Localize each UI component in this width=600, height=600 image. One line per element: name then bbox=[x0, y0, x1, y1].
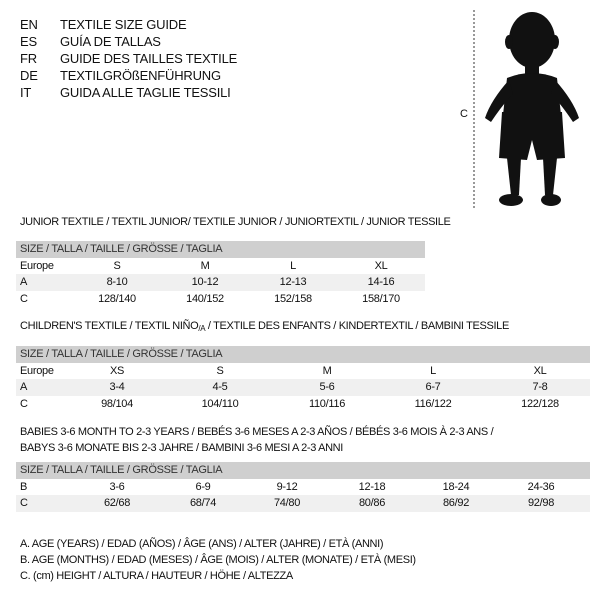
size-header: SIZE / TALLA / TAILLE / GRÖSSE / TAGLIA bbox=[20, 243, 223, 255]
row-label: C bbox=[20, 497, 28, 509]
table-cell: 12-18 bbox=[358, 480, 386, 493]
table-row: B 3-6 6-9 9-12 12-18 18-24 24-36 bbox=[16, 479, 590, 496]
table-cell: 68/74 bbox=[189, 497, 217, 509]
table-cell: XS bbox=[109, 364, 125, 377]
table-cell: 110/116 bbox=[308, 397, 346, 410]
junior-size-table: SIZE / TALLA / TAILLE / GRÖSSE / TAGLIA E… bbox=[16, 241, 425, 307]
table-cell: 5-6 bbox=[319, 381, 335, 393]
language-title: GUÍA DE TALLAS bbox=[60, 34, 161, 49]
language-code: DE bbox=[20, 68, 38, 83]
table-cell: 98/104 bbox=[101, 397, 133, 410]
table-cell: 8-10 bbox=[106, 276, 128, 288]
size-header: SIZE / TALLA / TAILLE / GRÖSSE / TAGLIA bbox=[20, 464, 223, 476]
row-label: Europe bbox=[20, 364, 54, 377]
table-cell: 104/110 bbox=[201, 397, 239, 410]
table-cell: 6-7 bbox=[425, 381, 441, 393]
child-silhouette-icon bbox=[473, 10, 579, 210]
table-cell: 6-9 bbox=[195, 480, 211, 493]
size-header-row: SIZE / TALLA / TAILLE / GRÖSSE / TAGLIA bbox=[16, 241, 425, 258]
language-title: TEXTILGRÖßENFÜHRUNG bbox=[60, 68, 221, 83]
row-label: A bbox=[20, 381, 28, 393]
babies-title-line1: BABIES 3-6 MONTH TO 2-3 YEARS / BEBÉS 3-… bbox=[20, 426, 494, 438]
table-cell: 116/122 bbox=[414, 397, 452, 410]
junior-title: JUNIOR TEXTILE / TEXTIL JUNIOR/ TEXTILE … bbox=[20, 216, 451, 228]
row-label: C bbox=[20, 397, 28, 410]
row-label: A bbox=[20, 276, 28, 288]
size-header-row: SIZE / TALLA / TAILLE / GRÖSSE / TAGLIA bbox=[16, 462, 590, 479]
language-title: GUIDA ALLE TAGLIE TESSILI bbox=[60, 85, 231, 100]
table-cell: 4-5 bbox=[212, 381, 228, 393]
table-cell: 128/140 bbox=[98, 292, 136, 305]
table-cell: S bbox=[113, 259, 121, 272]
language-code: FR bbox=[20, 51, 37, 66]
babies-size-table: SIZE / TALLA / TAILLE / GRÖSSE / TAGLIA B… bbox=[16, 462, 590, 512]
legend-c: C. (cm) HEIGHT / ALTURA / HAUTEUR / HÖHE… bbox=[20, 570, 293, 582]
table-cell: 3-4 bbox=[109, 381, 125, 393]
table-cell: L bbox=[430, 364, 436, 377]
table-cell: 140/152 bbox=[186, 292, 224, 305]
table-cell: 14-16 bbox=[367, 276, 395, 288]
table-cell: 62/68 bbox=[103, 497, 131, 509]
table-cell: S bbox=[216, 364, 224, 377]
row-label: C bbox=[20, 292, 28, 305]
table-row: C 128/140 140/152 152/158 158/170 bbox=[16, 291, 425, 308]
table-cell: 74/80 bbox=[273, 497, 301, 509]
table-cell: 86/92 bbox=[442, 497, 470, 509]
table-cell: 80/86 bbox=[358, 497, 386, 509]
language-title: TEXTILE SIZE GUIDE bbox=[60, 17, 187, 32]
children-size-table: SIZE / TALLA / TAILLE / GRÖSSE / TAGLIA E… bbox=[16, 346, 590, 412]
table-cell: 158/170 bbox=[362, 292, 400, 305]
babies-title-line2: BABYS 3-6 MONATE BIS 2-3 JAHRE / BAMBINI… bbox=[20, 442, 343, 454]
table-cell: 122/128 bbox=[521, 397, 559, 410]
table-row: A 8-10 10-12 12-13 14-16 bbox=[16, 274, 425, 291]
row-label: B bbox=[20, 480, 28, 493]
table-cell: 92/98 bbox=[527, 497, 555, 509]
table-cell: M bbox=[200, 259, 210, 272]
language-code: EN bbox=[20, 17, 38, 32]
legend-b: B. AGE (MONTHS) / EDAD (MESES) / ÂGE (MO… bbox=[20, 554, 416, 566]
table-row: Europe S M L XL bbox=[16, 258, 425, 275]
language-code: ES bbox=[20, 34, 37, 49]
table-cell: M bbox=[322, 364, 332, 377]
row-label: Europe bbox=[20, 259, 54, 272]
height-marker: C bbox=[460, 108, 468, 120]
table-cell: 9-12 bbox=[276, 480, 298, 493]
table-cell: XL bbox=[533, 364, 547, 377]
table-row: C 62/68 68/74 74/80 80/86 86/92 92/98 bbox=[16, 495, 590, 512]
language-title: GUIDE DES TAILLES TEXTILE bbox=[60, 51, 238, 66]
size-header: SIZE / TALLA / TAILLE / GRÖSSE / TAGLIA bbox=[20, 348, 223, 360]
table-cell: 12-13 bbox=[279, 276, 307, 288]
table-row: A 3-4 4-5 5-6 6-7 7-8 bbox=[16, 379, 590, 396]
table-cell: 7-8 bbox=[532, 381, 548, 393]
table-row: Europe XS S M L XL bbox=[16, 363, 590, 380]
legend-a: A. AGE (YEARS) / EDAD (AÑOS) / ÂGE (ANS)… bbox=[20, 538, 384, 550]
table-row: C 98/104 104/110 110/116 116/122 122/128 bbox=[16, 396, 590, 413]
table-cell: L bbox=[290, 259, 296, 272]
table-cell: 18-24 bbox=[442, 480, 470, 493]
table-cell: 152/158 bbox=[274, 292, 312, 305]
table-cell: 3-6 bbox=[109, 480, 125, 493]
children-title: CHILDREN'S TEXTILE / TEXTIL NIÑO/A / TEX… bbox=[20, 320, 509, 333]
table-cell: 10-12 bbox=[191, 276, 219, 288]
table-cell: XL bbox=[374, 259, 388, 272]
size-header-row: SIZE / TALLA / TAILLE / GRÖSSE / TAGLIA bbox=[16, 346, 590, 363]
table-cell: 24-36 bbox=[527, 480, 555, 493]
language-code: IT bbox=[20, 85, 32, 100]
